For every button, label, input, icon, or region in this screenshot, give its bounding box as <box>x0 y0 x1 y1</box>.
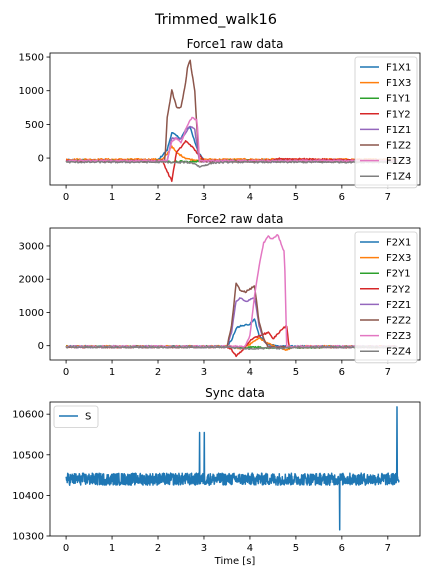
legend-label-f2y2: F2Y2 <box>386 284 411 295</box>
x-tick-label: 4 <box>247 543 253 554</box>
x-tick-label: 2 <box>155 367 161 378</box>
sync-series-group <box>65 406 400 531</box>
legend-box <box>53 405 99 429</box>
force2-series-group <box>65 234 398 358</box>
series-line-f1x1 <box>65 126 398 162</box>
x-tick-label: 5 <box>293 543 299 554</box>
x-tick-label: 4 <box>247 192 253 203</box>
legend-label-s: S <box>85 412 91 423</box>
series-line-f2z2 <box>65 282 398 349</box>
legend-label-f1z3: F1Z3 <box>386 156 411 167</box>
x-tick-label: 6 <box>339 367 345 378</box>
y-tick-label: 10300 <box>12 532 44 543</box>
force2-axes-frame <box>49 227 421 361</box>
x-tick-label: 1 <box>109 192 115 203</box>
legend-label-f2y1: F2Y1 <box>386 269 411 280</box>
sync-plot-area: 0 1 2 3 4 5 6 7 10300 10400 10500 10600 S <box>12 401 421 554</box>
legend-label-f1x1: F1X1 <box>386 63 411 74</box>
x-tick-label: 1 <box>109 543 115 554</box>
y-tick-label: 500 <box>25 120 44 131</box>
legend-label-f1z2: F1Z2 <box>386 141 411 152</box>
y-tick-label: 0 <box>38 341 44 352</box>
series-line-f1z1 <box>65 125 398 163</box>
x-tick-label: 0 <box>63 367 69 378</box>
x-tick-label: 2 <box>155 192 161 203</box>
legend-label-f1y2: F1Y2 <box>386 109 411 120</box>
x-tick-label: 6 <box>339 543 345 554</box>
legend-label-f2z1: F2Z1 <box>386 300 411 311</box>
panel-title-force1: Force1 raw data <box>187 37 284 51</box>
figure-title: Trimmed_walk16 <box>154 12 277 28</box>
x-tick-label: 7 <box>385 192 391 203</box>
force1-panel: Force1 raw data 0 1 2 3 4 5 6 7 0 500 1000 1500 F1X1… <box>19 37 421 203</box>
force2-panel: Force2 raw data 0 1 2 3 4 5 6 7 0 1000 2000 3000 F2X… <box>19 212 421 378</box>
series-line-f1z4 <box>65 160 398 168</box>
series-line-f1z3 <box>65 116 398 163</box>
x-tick-label: 3 <box>201 543 207 554</box>
sync-legend: S <box>53 405 99 429</box>
legend-label-f2z4: F2Z4 <box>386 347 411 358</box>
x-tick-label: 3 <box>201 367 207 378</box>
x-tick-label: 0 <box>63 543 69 554</box>
legend-label-f1y1: F1Y1 <box>386 94 411 105</box>
x-tick-label: 5 <box>293 192 299 203</box>
y-tick-label: 1000 <box>19 86 44 97</box>
series-line-f1z2 <box>65 59 398 163</box>
x-tick-label: 7 <box>385 367 391 378</box>
legend-label-f2z2: F2Z2 <box>386 316 411 327</box>
force1-plot-area: 0 1 2 3 4 5 6 7 0 500 1000 1500 F1X1 F1X3 F1Y1 F1Y2 F1Z1… <box>19 52 421 203</box>
legend-label-f2x1: F2X1 <box>386 238 411 249</box>
y-tick-label: 2000 <box>19 275 44 286</box>
x-tick-label: 2 <box>155 543 161 554</box>
series-line-f2z4 <box>65 345 398 351</box>
legend-label-f2x3: F2X3 <box>386 253 411 264</box>
force2-legend: F2X1 F2X3 F2Y1 F2Y2 F2Z1 F2Z2 F2Z3 F2Z4 <box>354 231 418 364</box>
series-line-f1x3 <box>66 145 398 162</box>
y-tick-label: 3000 <box>19 241 44 252</box>
x-tick-label: 6 <box>339 192 345 203</box>
x-tick-label: 3 <box>201 192 207 203</box>
x-tick-label: 1 <box>109 367 115 378</box>
series-line-s <box>65 406 400 531</box>
force1-legend: F1X1 F1X3 F1Y1 F1Y2 F1Z1 F1Z2 F1Z3 F1Z4 <box>354 56 418 189</box>
panel-title-force2: Force2 raw data <box>187 212 284 226</box>
legend-label-f1z1: F1Z1 <box>386 125 411 136</box>
sync-axes-frame <box>49 401 421 537</box>
force2-plot-area: 0 1 2 3 4 5 6 7 0 1000 2000 3000 F2X1 F2X3 F2Y1 F2Y2 F2Z… <box>19 227 421 378</box>
x-tick-label: 4 <box>247 367 253 378</box>
y-tick-label: 1000 <box>19 308 44 319</box>
y-tick-label: 1500 <box>19 53 44 64</box>
y-tick-label: 10400 <box>12 491 44 502</box>
force1-axes-frame <box>49 52 421 186</box>
panel-title-sync: Sync data <box>205 386 265 400</box>
y-tick-label: 10600 <box>12 410 44 421</box>
x-axis-label-sync: Time [s] <box>214 556 256 567</box>
legend-box <box>354 231 418 364</box>
y-tick-label: 10500 <box>12 450 44 461</box>
legend-label-f1z4: F1Z4 <box>386 172 411 183</box>
force1-series-group <box>65 59 398 183</box>
legend-label-f1x3: F1X3 <box>386 78 411 89</box>
x-tick-label: 0 <box>63 192 69 203</box>
legend-box <box>354 56 418 189</box>
y-tick-label: 0 <box>38 154 44 165</box>
x-tick-label: 7 <box>385 543 391 554</box>
legend-label-f2z3: F2Z3 <box>386 331 411 342</box>
x-tick-label: 5 <box>293 367 299 378</box>
